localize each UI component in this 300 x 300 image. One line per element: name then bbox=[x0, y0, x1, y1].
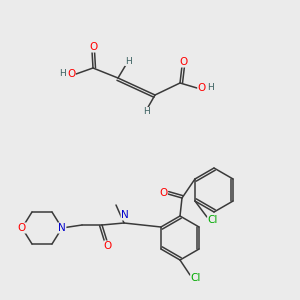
Text: H: H bbox=[124, 56, 131, 65]
Text: O: O bbox=[104, 241, 112, 251]
Text: H: H bbox=[142, 107, 149, 116]
Text: H: H bbox=[60, 68, 66, 77]
Text: Cl: Cl bbox=[191, 273, 201, 283]
Text: O: O bbox=[180, 57, 188, 67]
Text: O: O bbox=[89, 42, 97, 52]
Text: O: O bbox=[67, 69, 75, 79]
Text: O: O bbox=[18, 223, 26, 233]
Text: Cl: Cl bbox=[208, 215, 218, 225]
Text: N: N bbox=[121, 210, 129, 220]
Text: O: O bbox=[159, 188, 167, 198]
Text: H: H bbox=[207, 82, 213, 91]
Text: N: N bbox=[58, 223, 66, 233]
Text: O: O bbox=[198, 83, 206, 93]
